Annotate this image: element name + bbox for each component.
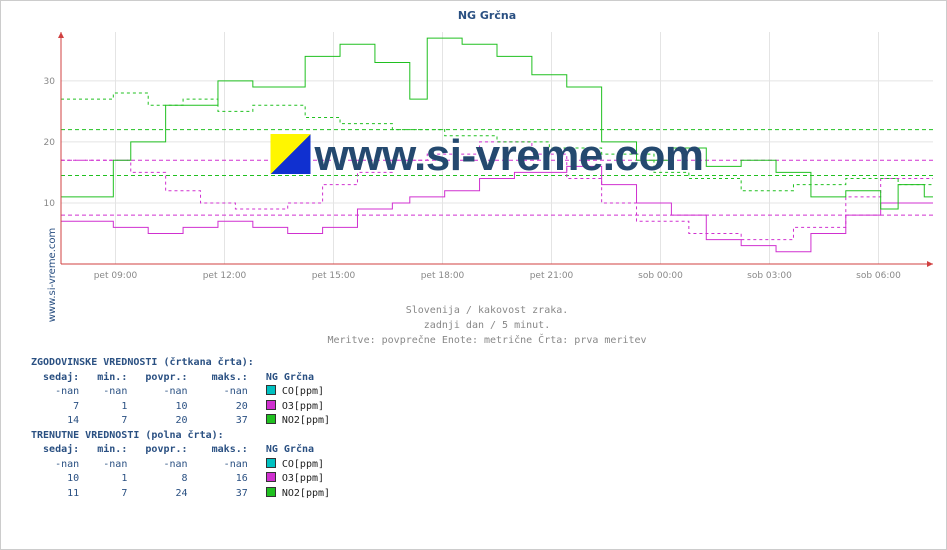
section-title: ZGODOVINSKE VREDNOSTI (črtkana črta): [31,356,330,371]
series-label: NO2[ppm] [282,415,330,426]
y-axis-arrow-icon [58,32,64,38]
table-row: 10 1 8 16 O3[ppm] [31,472,330,487]
legend-swatch-icon [266,458,276,468]
series-label: CO[ppm] [282,386,324,397]
table-row: -nan -nan -nan -nan CO[ppm] [31,385,330,400]
legend-swatch-icon [266,487,276,497]
legend-swatch-icon [266,414,276,424]
series-label: O3[ppm] [282,401,324,412]
series-label: O3[ppm] [282,473,324,484]
table-row: 7 1 10 20 O3[ppm] [31,400,330,415]
series-dashed [61,142,933,240]
chart: NG Grčna pet 09:00pet 12:00pet 15:00pet … [31,5,943,295]
legend-swatch-icon [266,385,276,395]
chart-title: NG Grčna [31,5,943,26]
x-tick-label: pet 21:00 [530,271,574,281]
x-axis-arrow-icon [927,261,933,267]
series-label: NO2[ppm] [282,488,330,499]
x-tick-label: pet 09:00 [94,271,138,281]
section-title: TRENUTNE VREDNOSTI (polna črta): [31,429,330,444]
series-solid [61,38,933,209]
station-name: NG Grčna [266,372,314,383]
station-name: NG Grčna [266,444,314,455]
x-tick-label: pet 18:00 [421,271,465,281]
chart-svg: pet 09:00 pet 12:00 pet 15:00 pet 18:00 pet … [31,26,943,286]
x-tick-label: sob 00:00 [638,271,683,281]
table-header: sedaj: min.: povpr.: maks.: NG Grčna [31,443,330,458]
x-tick-label: pet 12:00 [203,271,247,281]
chart-plot: pet 09:00 pet 12:00 pet 15:00 pet 18:00 pet … [31,26,943,286]
table-row: 14 7 20 37 NO2[ppm] [31,414,330,429]
y-tick-label: 20 [44,138,56,148]
legend-swatch-icon [266,472,276,482]
y-tick-label: 10 [44,199,56,209]
subtitle-line: zadnji dan / 5 minut. [31,318,943,333]
x-tick-label: sob 03:00 [747,271,792,281]
x-tick-label: sob 06:00 [856,271,901,281]
table-row: 11 7 24 37 NO2[ppm] [31,487,330,502]
stats-tables: ZGODOVINSKE VREDNOSTI (črtkana črta): se… [31,356,330,501]
x-tick-label: pet 15:00 [312,271,356,281]
series-solid [61,166,933,251]
series-label: CO[ppm] [282,459,324,470]
table-header: sedaj: min.: povpr.: maks.: NG Grčna [31,371,330,386]
chart-subtitle: Slovenija / kakovost zraka.zadnji dan / … [31,303,943,348]
subtitle-line: Meritve: povprečne Enote: metrične Črta:… [31,333,943,348]
legend-swatch-icon [266,400,276,410]
table-row: -nan -nan -nan -nan CO[ppm] [31,458,330,473]
subtitle-line: Slovenija / kakovost zraka. [31,303,943,318]
y-tick-label: 30 [44,77,56,87]
